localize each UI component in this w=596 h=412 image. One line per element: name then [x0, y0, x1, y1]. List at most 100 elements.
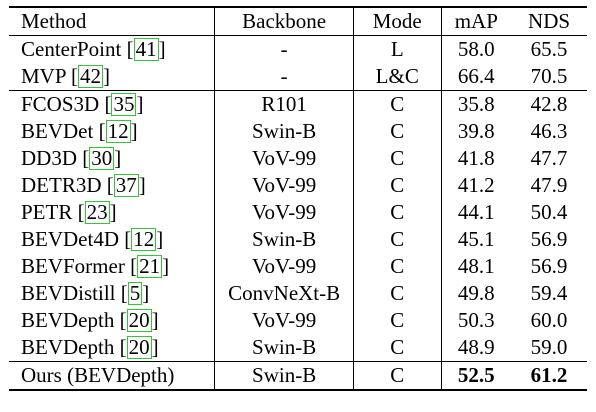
table-row: CenterPoint [41] - L 58.0 65.5 [9, 35, 587, 63]
cell-map: 49.8 [457, 281, 495, 305]
cell-backbone: Swin-B [214, 226, 354, 253]
cell-method: BEVDistill [5] [9, 280, 216, 307]
cell-nds: 42.8 [511, 90, 587, 118]
citation-link[interactable]: 21 [137, 254, 163, 278]
method-name: BEVDepth [21, 308, 115, 332]
cell-map: 48.1 [457, 254, 495, 278]
table-row: BEVDepth [20] Swin-B C 48.9 59.0 [9, 334, 587, 362]
cell-method: Ours (BEVDepth) [9, 361, 216, 391]
cell-method: BEVDepth [20] [9, 307, 216, 334]
method-name: BEVDistill [21, 281, 116, 305]
cell-backbone: VoV-99 [214, 253, 354, 280]
table-row: Ours (BEVDepth) Swin-B C 52.5 61.2 [9, 361, 587, 391]
cell-map: 50.3 [457, 308, 495, 332]
cell-map: 39.8 [457, 119, 495, 143]
table-row: BEVDet4D [12] Swin-B C 45.1 56.9 [9, 226, 587, 253]
citation-link[interactable]: 37 [113, 173, 139, 197]
cell-backbone: ConvNeXt-B [214, 280, 354, 307]
cell-mode: C [353, 199, 442, 226]
table-row: MVP [42] - L&C 66.4 70.5 [9, 63, 587, 91]
cell-map: 66.4 [457, 64, 495, 88]
citation-link[interactable]: 35 [111, 92, 137, 116]
cell-nds: 56.9 [530, 254, 568, 278]
cell-backbone: VoV-99 [214, 145, 354, 172]
cell-mode: C [353, 334, 442, 362]
table-row: BEVDet [12] Swin-B C 39.8 46.3 [9, 118, 587, 145]
cell-method: MVP [42] [9, 63, 216, 91]
header-map: mAP [441, 6, 512, 36]
cell-nds: 47.7 [530, 146, 568, 170]
citation-link[interactable]: 20 [126, 308, 152, 332]
cell-nds: 46.3 [530, 119, 568, 143]
cell-mode: C [353, 307, 442, 334]
citation-link[interactable]: 42 [78, 64, 103, 88]
citation-link[interactable]: 23 [84, 200, 110, 224]
cell-nds: 61.2 [511, 361, 587, 391]
cell-mode: C [353, 90, 442, 118]
table-row: PETR [23] VoV-99 C 44.1 50.4 [9, 199, 587, 226]
table-row: DETR3D [37] VoV-99 C 41.2 47.9 [9, 172, 587, 199]
method-name: BEVDet4D [21, 227, 119, 251]
table-row: BEVDepth [20] VoV-99 C 50.3 60.0 [9, 307, 587, 334]
table-header-row: Method Backbone Mode mAP NDS [9, 6, 587, 36]
cell-nds: 47.9 [530, 173, 568, 197]
cell-backbone: Swin-B [214, 361, 354, 391]
header-backbone: Backbone [214, 6, 354, 36]
method-name: DETR3D [21, 173, 102, 197]
cell-nds: 56.9 [530, 227, 568, 251]
method-name: PETR [21, 200, 73, 224]
cell-nds: 50.4 [530, 200, 568, 224]
cell-nds: 59.0 [530, 335, 568, 359]
cell-backbone: Swin-B [214, 118, 354, 145]
method-name: BEVDepth [21, 335, 115, 359]
citation-link[interactable]: 5 [127, 281, 143, 305]
cell-method: BEVDepth [20] [9, 334, 216, 362]
table-row: FCOS3D [35] R101 C 35.8 42.8 [9, 90, 587, 118]
cell-map: 48.9 [457, 335, 495, 359]
method-name: DD3D [21, 146, 77, 170]
header-nds: NDS [511, 6, 587, 36]
cell-map: 35.8 [441, 90, 512, 118]
cell-nds: 70.5 [530, 64, 568, 88]
results-table-container: Method Backbone Mode mAP NDS CenterPoint… [9, 6, 587, 391]
cell-backbone: VoV-99 [214, 307, 354, 334]
cell-map: 58.0 [441, 35, 512, 63]
cell-backbone: VoV-99 [214, 172, 354, 199]
cell-map: 45.1 [457, 227, 495, 251]
table-row: BEVDistill [5] ConvNeXt-B C 49.8 59.4 [9, 280, 587, 307]
cell-nds: 60.0 [530, 308, 568, 332]
method-name: FCOS3D [21, 92, 100, 116]
method-name: MVP [21, 64, 66, 88]
cell-mode: L [353, 35, 442, 63]
cell-backbone: R101 [214, 90, 354, 118]
cell-mode: C [353, 280, 442, 307]
cell-method: BEVFormer [21] [9, 253, 216, 280]
cell-map: 41.8 [457, 146, 495, 170]
cell-method: DETR3D [37] [9, 172, 216, 199]
table-row: BEVFormer [21] VoV-99 C 48.1 56.9 [9, 253, 587, 280]
cell-method: CenterPoint [41] [9, 35, 216, 63]
citation-link[interactable]: 12 [131, 227, 157, 251]
results-table: Method Backbone Mode mAP NDS CenterPoint… [9, 6, 587, 391]
citation-link[interactable]: 20 [126, 335, 152, 359]
cell-mode: C [353, 118, 442, 145]
cell-map: 44.1 [457, 200, 495, 224]
cell-nds: 59.4 [530, 281, 568, 305]
cell-nds: 65.5 [511, 35, 587, 63]
table-row: DD3D [30] VoV-99 C 41.8 47.7 [9, 145, 587, 172]
cell-backbone: - [214, 63, 354, 91]
cell-method: BEVDet [12] [9, 118, 216, 145]
citation-link[interactable]: 12 [105, 119, 131, 143]
citation-link[interactable]: 41 [133, 37, 159, 61]
method-name: BEVFormer [21, 254, 125, 278]
method-name: Ours (BEVDepth) [21, 363, 175, 387]
table-body: CenterPoint [41] - L 58.0 65.5 MVP [42] - L&C 66… [9, 35, 587, 391]
citation-link[interactable]: 30 [89, 146, 115, 170]
cell-backbone: VoV-99 [214, 199, 354, 226]
cell-method: BEVDet4D [12] [9, 226, 216, 253]
method-name: BEVDet [21, 119, 94, 143]
header-method: Method [9, 6, 216, 36]
cell-method: PETR [23] [9, 199, 216, 226]
cell-mode: C [353, 226, 442, 253]
cell-mode: C [353, 145, 442, 172]
